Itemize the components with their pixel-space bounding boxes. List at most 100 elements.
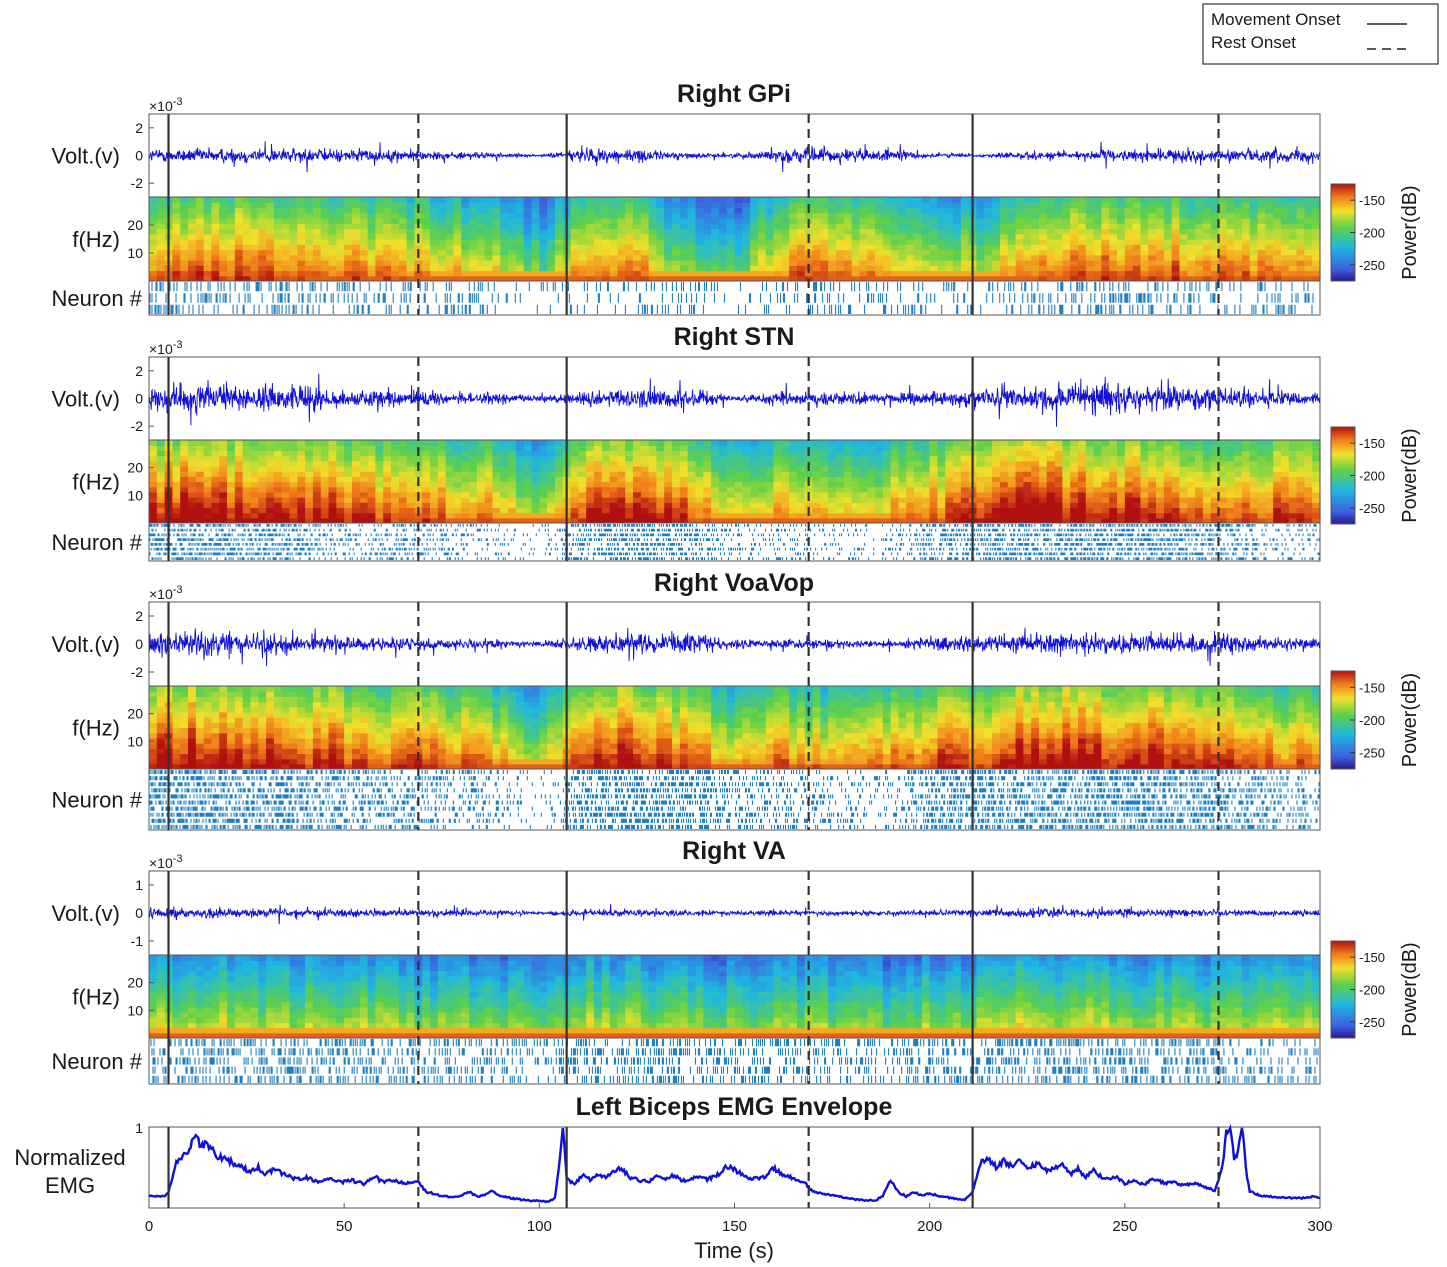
spectrogram-cell: [593, 460, 603, 467]
spectrogram-cell: [195, 450, 205, 457]
spectrogram-cell: [1007, 445, 1017, 451]
spectrogram-cell: [312, 228, 322, 235]
spectrogram-cell: [1085, 239, 1095, 245]
spectrogram-cell: [180, 758, 189, 765]
spectrogram-cell: [742, 486, 751, 493]
spectrogram-cell: [156, 696, 166, 703]
colorbar-tick-label: -200: [1359, 469, 1385, 484]
spectrogram-cell: [617, 460, 626, 467]
spectrogram-cell: [1077, 476, 1087, 483]
spectrogram-cell: [953, 228, 962, 235]
spectrogram-cell: [633, 249, 642, 256]
spectrogram-cell: [1304, 471, 1313, 477]
spectrogram-cell: [1280, 502, 1290, 509]
spectrogram-cell: [1132, 445, 1142, 451]
spectrogram-cell: [1117, 228, 1126, 235]
spectrogram-cell: [586, 471, 595, 477]
spectrogram-cell: [1015, 455, 1024, 462]
spectrogram-cell: [1046, 491, 1056, 498]
spectrogram-cell: [781, 212, 790, 219]
spectrogram-cell: [1234, 440, 1243, 446]
spectrogram-cell: [1124, 212, 1134, 219]
spectrogram-cell: [1273, 460, 1282, 467]
spectrogram-cell: [1077, 465, 1087, 472]
spectrogram-cell: [586, 275, 595, 282]
spectrogram-cell: [1124, 223, 1134, 230]
spectrogram-cell: [898, 275, 907, 282]
spectrogram-cell: [422, 512, 431, 519]
spectrogram-cell: [859, 244, 868, 251]
spectrogram-cell: [172, 743, 181, 749]
spectrogram-cell: [437, 270, 447, 277]
spectrogram-cell: [1265, 239, 1274, 245]
spectrogram-cell: [391, 445, 400, 451]
spectrogram-cell: [1101, 207, 1110, 214]
spectrogram-cell: [1187, 249, 1196, 256]
spectrogram-cell: [750, 212, 759, 219]
spectrogram-cell: [742, 249, 751, 256]
spectrogram-cell: [508, 471, 517, 477]
spectrogram-cell: [547, 244, 556, 251]
spectrogram-cell: [305, 465, 314, 472]
spectrogram-cell: [1109, 270, 1118, 277]
spectrogram-cell: [640, 512, 650, 519]
spectrogram-cell: [1140, 254, 1149, 261]
spectrogram-cell: [570, 244, 579, 251]
spectrogram-cell: [195, 717, 205, 723]
spectrogram-cell: [1202, 260, 1212, 266]
spectrogram-cell: [859, 486, 868, 493]
spectrogram-cell: [297, 275, 306, 282]
spectrogram-cell: [1101, 486, 1110, 493]
spectrogram-cell: [578, 197, 587, 203]
spectrogram-cell: [273, 223, 283, 230]
spectrogram-cell: [1023, 460, 1032, 467]
spectrogram-cell: [835, 481, 845, 488]
spectrogram-cell: [359, 202, 369, 209]
spectrogram-cell: [484, 445, 494, 451]
spectrogram-cell: [1187, 507, 1196, 514]
spectrogram-cell: [992, 481, 1001, 488]
spectrogram-cell: [1148, 486, 1157, 493]
spectrogram-cell: [601, 465, 611, 472]
spectrogram-cell: [742, 465, 751, 472]
spectrogram-cell: [375, 212, 384, 219]
spectrogram-cell: [578, 270, 587, 277]
spectrogram-cell: [1085, 249, 1095, 256]
spectrogram-cell: [492, 228, 501, 235]
spectrogram-cell: [960, 440, 970, 446]
spectrogram-cell: [234, 233, 244, 240]
spectrogram-cell: [188, 701, 197, 708]
spectrogram-cell: [679, 440, 689, 446]
spectrogram-cell: [750, 476, 759, 483]
spectrogram-cell: [1077, 233, 1087, 240]
spectrogram-cell: [570, 491, 579, 498]
spectrogram-cell: [929, 244, 939, 251]
spectrogram-cell: [312, 212, 322, 219]
spectrogram-cell: [344, 507, 353, 514]
spectrogram-cell: [359, 455, 369, 462]
spectrogram-cell: [1179, 497, 1188, 503]
spectrogram-cell: [687, 228, 697, 235]
spectrogram-cell: [547, 233, 556, 240]
spectrogram-cell: [656, 497, 665, 503]
spectrogram-cell: [437, 207, 447, 214]
spectrogram-cell: [1007, 476, 1017, 483]
spectrogram-cell: [781, 233, 790, 240]
spectrogram-cell: [445, 481, 455, 488]
spectrogram-cell: [414, 517, 423, 524]
spectrogram-cell: [1054, 450, 1063, 457]
spectrogram-cell: [1234, 455, 1243, 462]
spectrogram-cell: [406, 207, 416, 214]
spectrogram-cell: [531, 486, 540, 493]
spectrogram-cell: [718, 481, 728, 488]
spectrogram-cell: [1132, 481, 1142, 488]
spectrogram-cell: [890, 265, 900, 272]
spectrogram-cell: [882, 440, 892, 446]
spectrogram-cell: [351, 275, 361, 282]
spectrogram-cell: [601, 481, 611, 488]
spectrogram-cell: [1187, 254, 1196, 261]
spectrogram-cell: [234, 471, 244, 477]
spectrogram-cell: [172, 471, 181, 477]
spectrogram-cell: [1241, 512, 1251, 519]
